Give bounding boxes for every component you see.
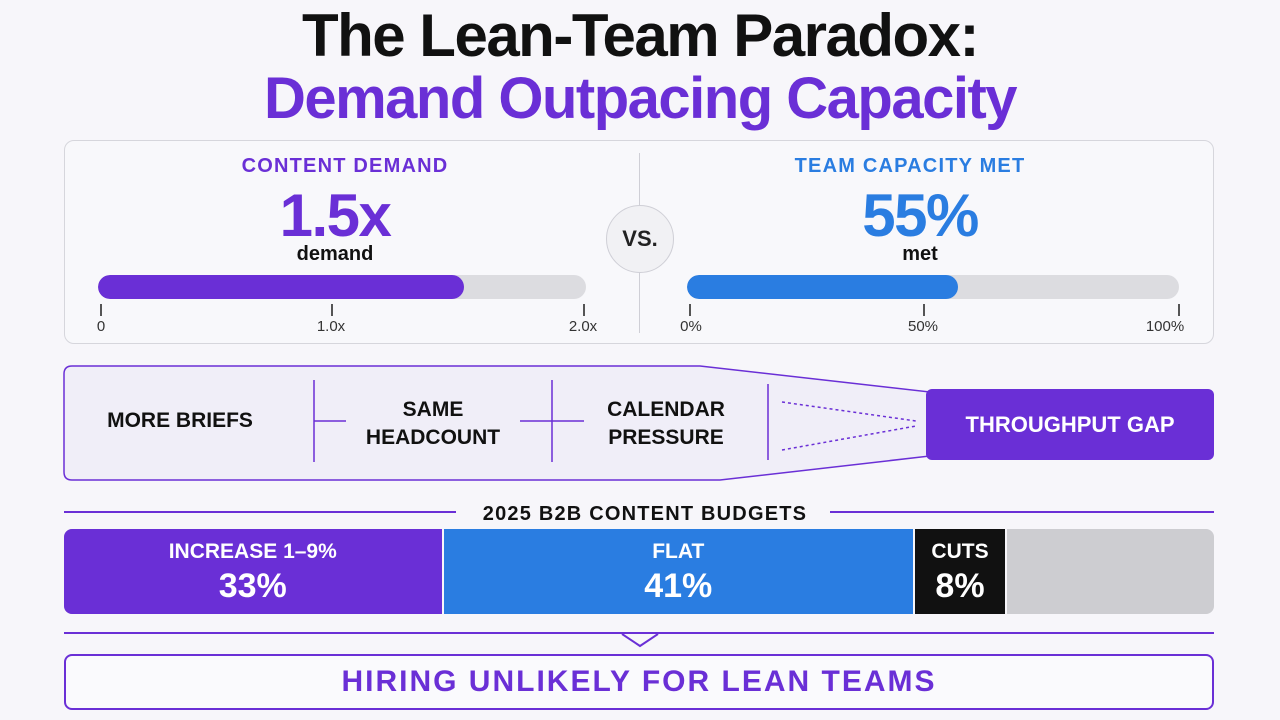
chevron-down-icon — [621, 633, 659, 648]
funnel-item-more-briefs: MORE BRIEFS — [107, 409, 253, 432]
capacity-label: TEAM CAPACITY MET — [794, 155, 1026, 177]
header-rule-right — [830, 511, 1214, 513]
budget-segment-increase: INCREASE 1–9% 33% — [64, 529, 444, 614]
budget-stacked-bar: INCREASE 1–9% 33% FLAT 41% CUTS 8% — [64, 529, 1214, 614]
capacity-bar-fill — [687, 275, 958, 299]
segment-label: FLAT — [652, 540, 705, 563]
budget-title: 2025 B2B CONTENT BUDGETS — [482, 503, 808, 525]
segment-value: 41% — [644, 567, 713, 605]
demand-tick — [331, 304, 333, 316]
capacity-tick-label: 50% — [907, 318, 939, 335]
demand-value: 1.5x — [279, 182, 392, 249]
capacity-unit: met — [902, 243, 938, 265]
segment-label: CUTS — [931, 540, 989, 563]
demand-unit: demand — [296, 243, 374, 265]
page-subtitle: Demand Outpacing Capacity — [263, 66, 1018, 131]
conclusion-banner: HIRING UNLIKELY FOR LEAN TEAMS — [64, 654, 1214, 710]
funnel-shape — [63, 365, 931, 481]
kpi-comparison-panel: CONTENT DEMAND 1.5x demand 0 1.0x 2.0x V… — [64, 140, 1214, 344]
header-rule-left — [64, 511, 456, 513]
capacity-value: 55% — [862, 182, 979, 249]
capacity-bar-track — [687, 275, 1179, 299]
demand-tick-label: 0 — [96, 318, 106, 335]
funnel-item-calendar-pressure: CALENDAR PRESSURE — [607, 398, 725, 449]
demand-tick-label: 1.0x — [316, 318, 346, 335]
demand-label: CONTENT DEMAND — [241, 155, 449, 177]
capacity-tick — [923, 304, 925, 316]
capacity-tick-label: 100% — [1145, 318, 1185, 335]
page-title: The Lean-Team Paradox: — [301, 2, 980, 69]
funnel-item-same-headcount: SAME HEADCOUNT — [365, 398, 501, 449]
capacity-tick — [689, 304, 691, 316]
segment-label: INCREASE 1–9% — [168, 540, 337, 563]
budget-segment-remainder — [1007, 529, 1214, 614]
conclusion-rule — [64, 632, 1214, 634]
vs-badge: VS. — [606, 205, 674, 273]
throughput-gap-badge: THROUGHPUT GAP — [926, 389, 1214, 460]
segment-value: 8% — [935, 567, 985, 605]
demand-tick-label: 2.0x — [568, 318, 598, 335]
budget-segment-cuts: CUTS 8% — [915, 529, 1007, 614]
budget-segment-flat: FLAT 41% — [443, 529, 915, 614]
budget-header: 2025 B2B CONTENT BUDGETS — [0, 500, 1280, 528]
capacity-tick-label: 0% — [680, 318, 702, 335]
demand-tick — [100, 304, 102, 316]
pressure-funnel: MORE BRIEFS SAME HEADCOUNT CALENDAR PRES… — [0, 360, 1280, 490]
demand-bar-track — [98, 275, 586, 299]
segment-value: 33% — [218, 567, 287, 605]
demand-tick — [583, 304, 585, 316]
capacity-tick — [1178, 304, 1180, 316]
demand-bar-fill — [98, 275, 464, 299]
